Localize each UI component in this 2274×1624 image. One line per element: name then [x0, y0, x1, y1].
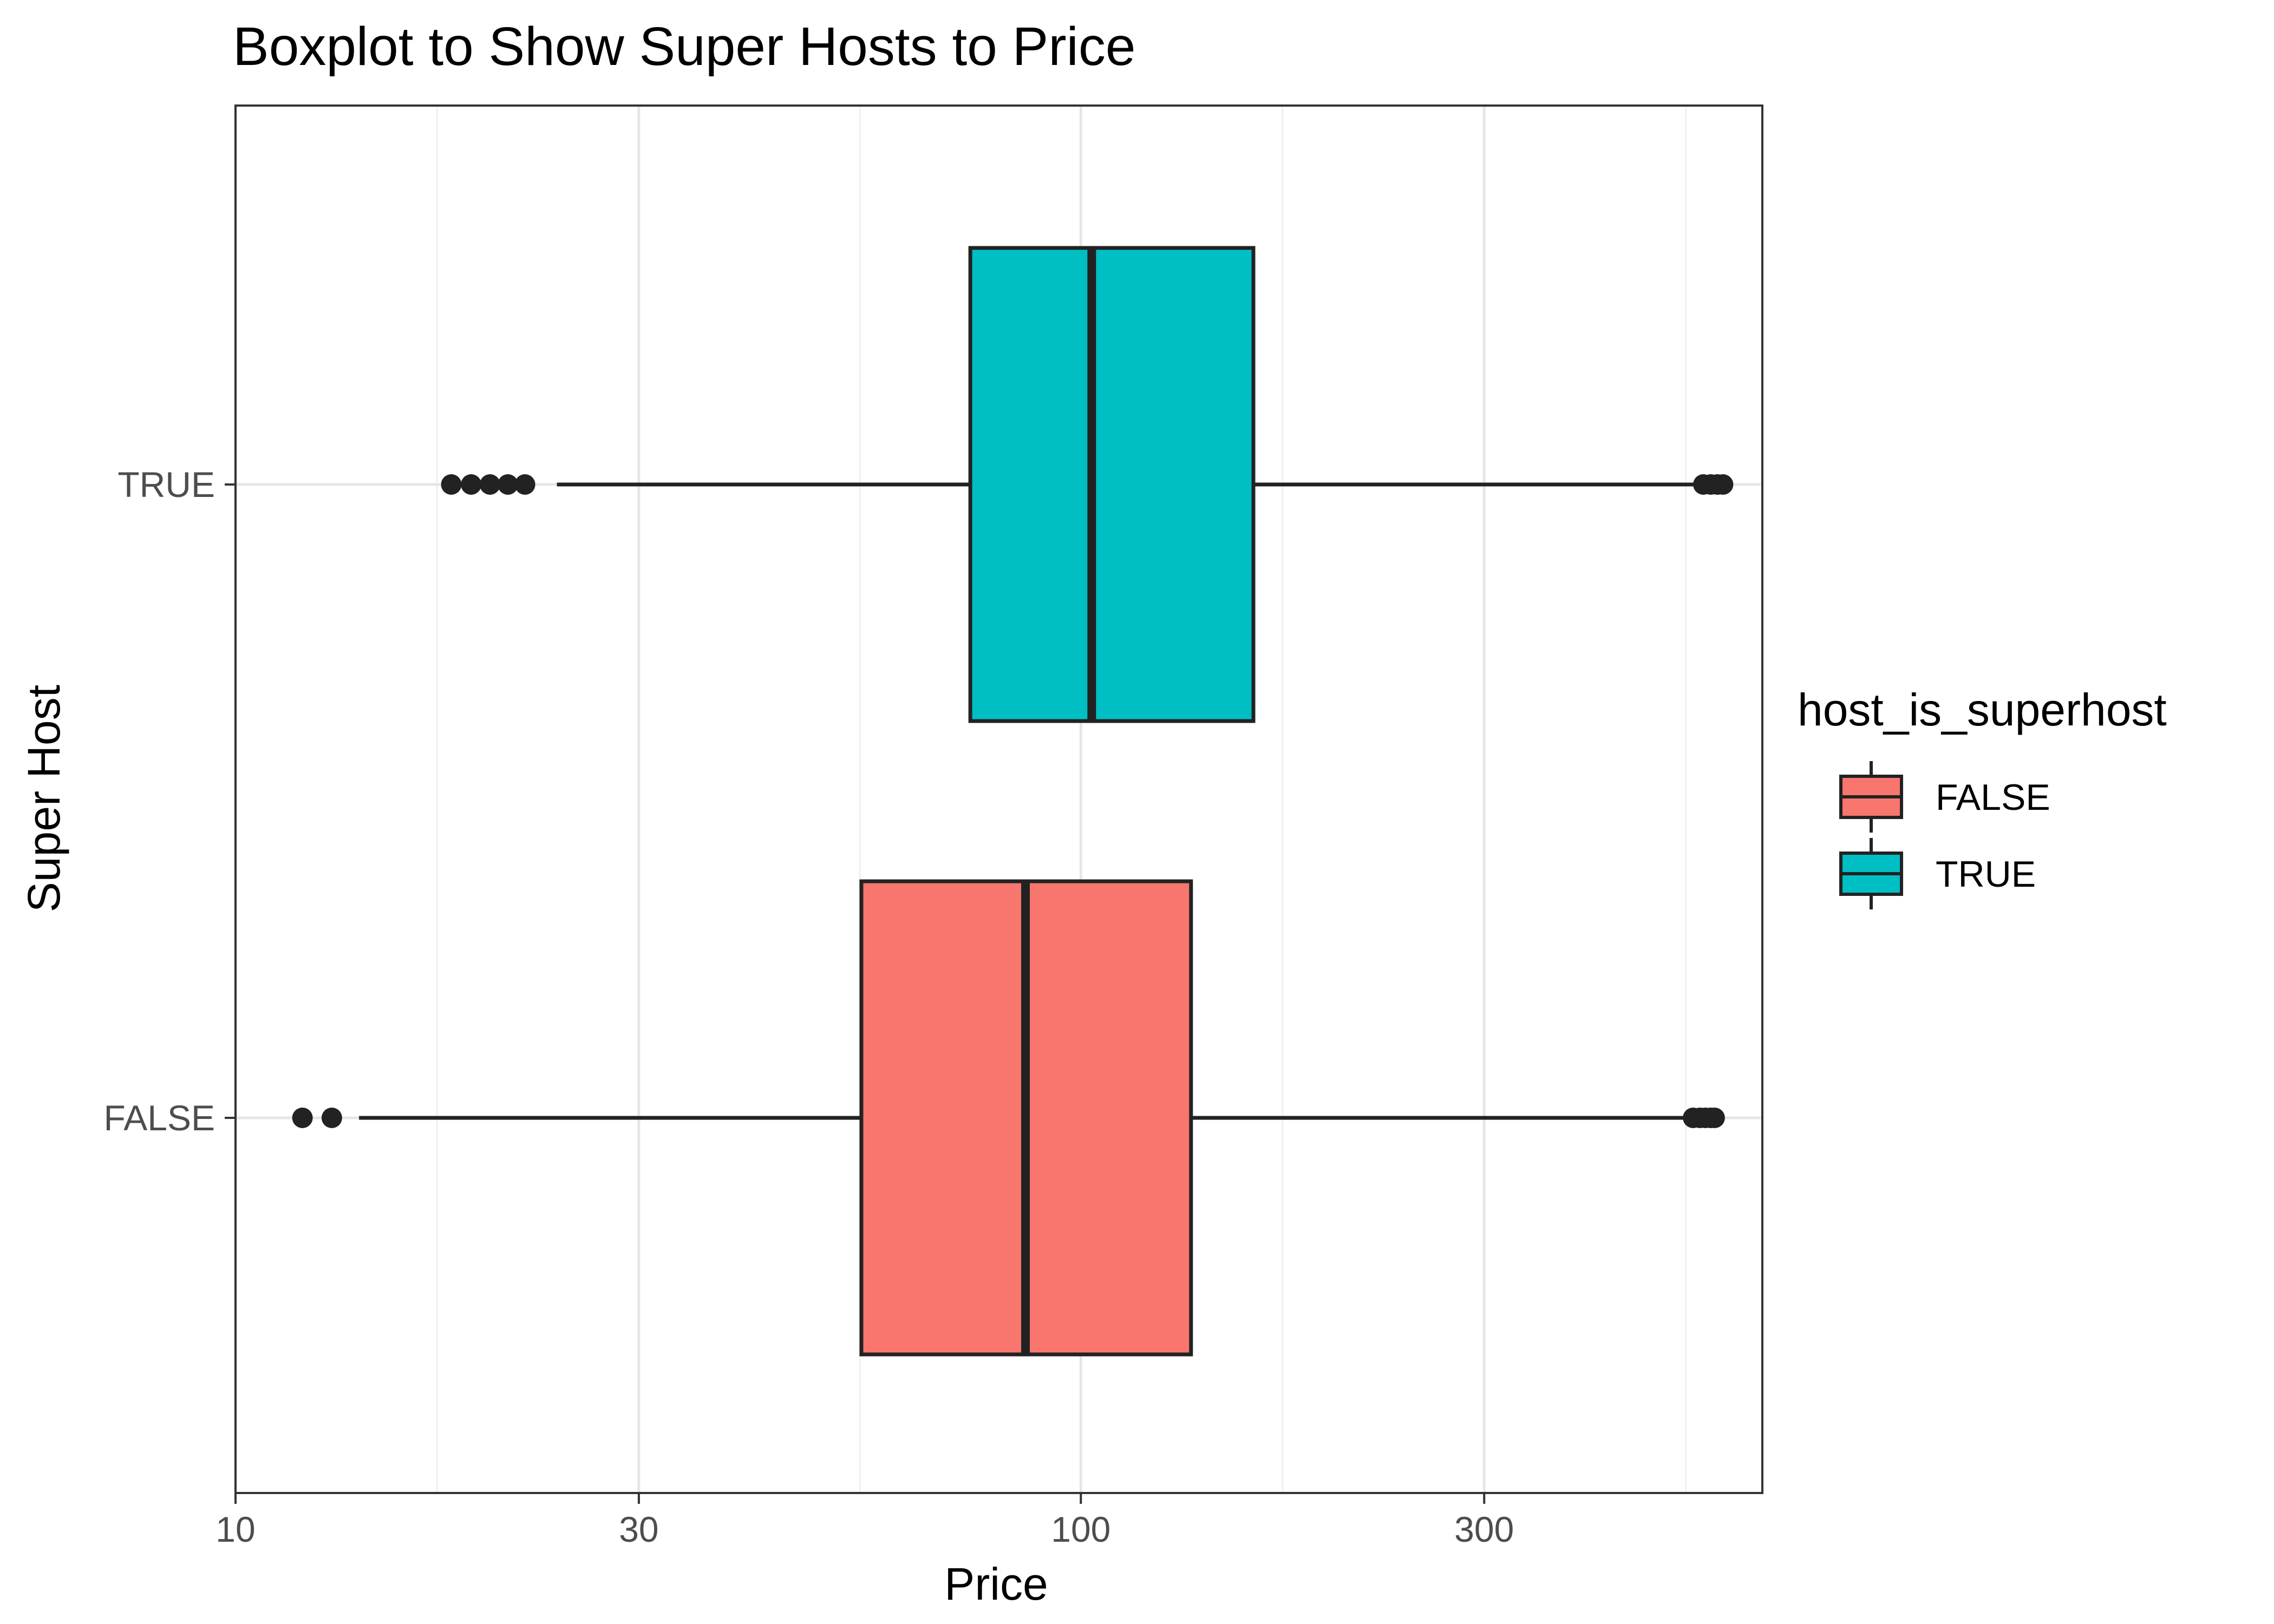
plot-area: 10 30 100 300 FALSE TRUE [104, 104, 1763, 1549]
legend-item-false: FALSE [1839, 761, 2050, 833]
legend-label: TRUE [1936, 854, 2036, 895]
box-iqr [968, 246, 1256, 723]
x-axis-title: Price [944, 1558, 1048, 1609]
box-true [441, 246, 1734, 723]
x-tick-label: 30 [619, 1509, 658, 1549]
outlier-point [514, 474, 535, 495]
chart-title: Boxplot to Show Super Hosts to Price [233, 16, 1135, 77]
outlier-point [480, 474, 500, 495]
outlier-point [292, 1108, 313, 1128]
x-tick-label: 100 [1051, 1509, 1110, 1549]
outlier-point [461, 474, 482, 495]
legend-label: FALSE [1936, 777, 2050, 818]
outlier-point [1713, 474, 1734, 495]
box-false [292, 879, 1725, 1357]
outlier-point [498, 474, 519, 495]
panel-border [234, 104, 1763, 1494]
outlier-point [441, 474, 462, 495]
y-axis-title: Super Host [18, 685, 69, 912]
legend-title: host_is_superhost [1798, 684, 2167, 735]
y-tick-label: FALSE [104, 1098, 215, 1138]
x-tick-label: 10 [215, 1509, 255, 1549]
x-tick-label: 300 [1454, 1509, 1514, 1549]
outlier-point [1704, 1108, 1725, 1128]
legend-item-true: TRUE [1839, 838, 2036, 909]
y-tick-label: TRUE [117, 464, 215, 505]
legend: host_is_superhost FALSE TRUE [1798, 684, 2167, 909]
outlier-point [321, 1108, 342, 1128]
